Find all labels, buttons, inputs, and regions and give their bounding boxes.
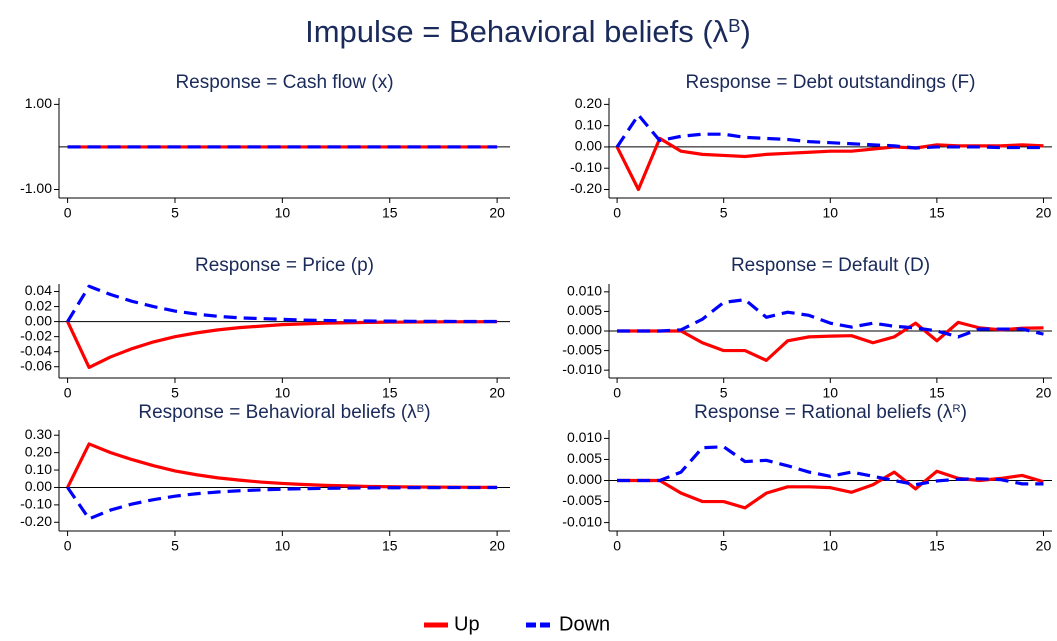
- y-tick-label: 0.20: [575, 95, 602, 111]
- series-line: [615, 113, 1044, 150]
- panel-title: Response = Rational beliefs (λR): [694, 402, 967, 423]
- x-tick-label: 15: [929, 538, 945, 554]
- panel: Response = Default (D) -0.010 -0.005 0.000 0…: [562, 255, 1052, 401]
- y-tick-label: -0.10: [20, 496, 52, 512]
- panel-title: Response = Cash flow (x): [175, 72, 393, 93]
- x-tick-label: 0: [64, 538, 72, 554]
- x-tick-label: 20: [489, 205, 505, 221]
- legend-label: Down: [559, 613, 610, 635]
- title-text: ): [741, 14, 751, 49]
- y-tick-label: 0.010: [567, 429, 602, 445]
- y-tick-label: 0.010: [567, 283, 602, 299]
- panel: Response = Price (p)-0.06-0.04-0.020.000…: [20, 255, 510, 401]
- y-tick-label: -0.005: [562, 341, 602, 357]
- x-tick-label: 20: [1036, 205, 1052, 221]
- x-tick-label: 0: [613, 205, 621, 221]
- y-tick-label: -1.00: [20, 180, 52, 196]
- panel: Response = Cash flow (x) -1.00 1.00 0 5 10 15 2…: [20, 72, 510, 221]
- y-tick-label: -0.06: [20, 357, 52, 373]
- panel: Response = Behavioral beliefs (λB) -0.20-…: [20, 402, 510, 554]
- title-text: Response = Debt outstandings (F): [686, 72, 976, 93]
- x-tick-label: 0: [613, 538, 621, 554]
- y-tick-label: 0.10: [25, 461, 52, 477]
- legend: Up Down: [424, 613, 610, 635]
- series-line: [66, 284, 498, 324]
- y-tick-label: 0.04: [25, 282, 52, 298]
- y-tick-label: 0.00: [25, 312, 52, 328]
- x-tick-label: 10: [275, 385, 291, 401]
- x-tick-label: 0: [64, 205, 72, 221]
- panel-title: Response = Default (D): [731, 255, 930, 276]
- y-tick-label: 1.00: [25, 95, 52, 111]
- x-tick-label: 0: [613, 385, 621, 401]
- x-tick-label: 20: [1036, 385, 1052, 401]
- title-text: Response = Cash flow (x): [175, 72, 393, 93]
- x-tick-label: 10: [822, 205, 838, 221]
- series-line: [66, 442, 498, 489]
- figure-title: Impulse = Behavioral beliefs (λB): [305, 14, 751, 49]
- x-tick-label: 15: [929, 205, 945, 221]
- title-text: Response = Behavioral beliefs (λ: [138, 402, 417, 423]
- y-tick-label: 0.00: [25, 478, 52, 494]
- panel-title: Response = Debt outstandings (F): [686, 72, 976, 93]
- panel: Response = Rational beliefs (λR) -0.010 -0…: [562, 402, 1052, 554]
- y-tick-label: -0.010: [562, 513, 602, 529]
- title-superscript: R: [952, 403, 960, 415]
- y-tick-label: 0.00: [575, 138, 602, 154]
- x-tick-label: 20: [1036, 538, 1052, 554]
- x-tick-label: 5: [171, 538, 179, 554]
- y-tick-label: 0.10: [575, 116, 602, 132]
- x-tick-label: 10: [822, 385, 838, 401]
- y-tick-label: 0.20: [25, 443, 52, 459]
- title-text: ): [961, 402, 967, 423]
- y-tick-label: 0.000: [567, 471, 602, 487]
- series-line: [66, 320, 498, 370]
- y-tick-label: -0.20: [570, 180, 602, 196]
- panel-title: Response = Price (p): [195, 255, 374, 276]
- series-line: [617, 298, 1044, 339]
- y-tick-label: -0.005: [562, 492, 602, 508]
- x-tick-label: 0: [64, 385, 72, 401]
- y-tick-label: -0.010: [562, 361, 602, 377]
- y-tick-label: 0.000: [567, 322, 602, 338]
- y-tick-label: -0.10: [570, 159, 602, 175]
- x-tick-label: 20: [489, 385, 505, 401]
- title-text: Response = Rational beliefs (λ: [694, 402, 953, 423]
- x-tick-label: 5: [171, 385, 179, 401]
- y-tick-label: -0.20: [20, 513, 52, 529]
- x-tick-label: 5: [720, 385, 728, 401]
- x-tick-label: 10: [275, 538, 291, 554]
- x-tick-label: 10: [822, 538, 838, 554]
- series-line: [617, 320, 1044, 362]
- y-tick-label: 0.005: [567, 302, 602, 318]
- x-tick-label: 20: [489, 538, 505, 554]
- series-line: [617, 469, 1044, 510]
- title-text: Impulse = Behavioral beliefs (λ: [305, 14, 729, 49]
- x-tick-label: 10: [275, 205, 291, 221]
- title-text: Response = Default (D): [731, 255, 930, 276]
- legend-label: Up: [454, 613, 480, 635]
- y-tick-label: 0.02: [25, 297, 52, 313]
- y-tick-label: 0.30: [25, 426, 52, 442]
- panel: Response = Debt outstandings (F) -0.20 -0.…: [570, 72, 1052, 221]
- series-line: [66, 485, 498, 521]
- y-tick-label: 0.005: [567, 450, 602, 466]
- y-tick-label: -0.04: [20, 342, 52, 358]
- x-tick-label: 15: [382, 205, 398, 221]
- x-tick-label: 15: [382, 385, 398, 401]
- x-tick-label: 5: [720, 205, 728, 221]
- panel-title: Response = Behavioral beliefs (λB): [138, 402, 430, 423]
- title-superscript: B: [417, 403, 425, 415]
- x-tick-label: 15: [929, 385, 945, 401]
- title-text: ): [424, 402, 430, 423]
- y-tick-label: -0.02: [20, 327, 52, 343]
- x-tick-label: 15: [382, 538, 398, 554]
- title-text: Response = Price (p): [195, 255, 374, 276]
- x-tick-label: 5: [171, 205, 179, 221]
- x-tick-label: 5: [720, 538, 728, 554]
- title-superscript: B: [728, 15, 740, 36]
- series-line: [617, 445, 1044, 487]
